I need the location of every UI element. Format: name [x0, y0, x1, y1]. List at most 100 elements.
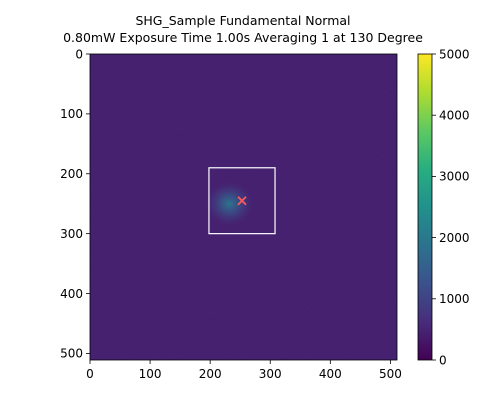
noise-pixel	[148, 324, 150, 326]
noise-pixel	[226, 70, 228, 72]
noise-pixel	[270, 82, 272, 84]
noise-pixel	[121, 354, 123, 356]
noise-pixel	[90, 199, 92, 201]
noise-pixel	[310, 303, 312, 305]
noise-pixel	[332, 309, 334, 311]
noise-pixel	[295, 328, 297, 329]
noise-pixel	[276, 74, 278, 76]
noise-pixel	[290, 211, 292, 213]
noise-pixel	[143, 91, 145, 93]
noise-pixel	[245, 311, 247, 313]
noise-pixel	[184, 346, 186, 348]
noise-pixel	[373, 251, 375, 252]
noise-pixel	[176, 151, 178, 152]
noise-pixel	[269, 267, 271, 269]
noise-pixel	[251, 358, 253, 359]
noise-pixel	[353, 157, 355, 159]
noise-pixel	[163, 79, 165, 81]
noise-pixel	[255, 237, 257, 239]
noise-pixel	[340, 301, 342, 303]
noise-pixel	[372, 148, 374, 150]
noise-pixel	[142, 173, 144, 174]
noise-pixel	[114, 268, 116, 270]
noise-pixel	[333, 245, 335, 247]
noise-pixel	[160, 255, 162, 257]
x-tick-label: 300	[259, 367, 282, 381]
noise-pixel	[90, 72, 92, 74]
noise-pixel	[342, 190, 344, 192]
noise-pixel	[377, 292, 379, 294]
noise-pixel	[331, 270, 333, 271]
noise-pixel	[391, 248, 393, 250]
noise-pixel	[244, 300, 246, 302]
noise-pixel	[251, 296, 253, 298]
noise-pixel	[138, 151, 140, 153]
noise-pixel	[335, 150, 337, 152]
noise-pixel	[381, 223, 383, 225]
noise-pixel	[290, 67, 292, 69]
noise-pixel	[252, 226, 254, 227]
noise-pixel	[243, 272, 245, 274]
noise-pixel	[334, 62, 336, 64]
noise-pixel	[247, 180, 249, 182]
noise-pixel	[232, 344, 234, 346]
noise-pixel	[143, 266, 145, 268]
noise-pixel	[173, 296, 175, 298]
noise-pixel	[121, 91, 123, 93]
noise-pixel	[150, 160, 152, 162]
noise-pixel	[129, 166, 131, 168]
noise-pixel	[361, 266, 363, 268]
noise-pixel	[348, 278, 350, 280]
noise-pixel	[384, 91, 386, 93]
noise-pixel	[380, 277, 382, 279]
noise-pixel	[154, 343, 156, 345]
noise-pixel	[286, 58, 288, 60]
noise-pixel	[213, 221, 215, 222]
noise-pixel	[175, 178, 177, 180]
noise-pixel	[118, 282, 120, 284]
noise-pixel	[126, 220, 128, 222]
noise-pixel	[140, 355, 142, 356]
noise-pixel	[97, 246, 99, 248]
noise-pixel	[223, 89, 225, 91]
noise-pixel	[383, 126, 385, 128]
y-tick-label: 200	[60, 167, 83, 181]
noise-pixel	[366, 79, 368, 80]
noise-pixel	[386, 125, 387, 126]
noise-pixel	[319, 159, 321, 161]
noise-pixel	[347, 89, 349, 91]
noise-pixel	[202, 288, 204, 290]
noise-pixel	[143, 189, 145, 191]
noise-pixel	[382, 152, 384, 153]
noise-pixel	[143, 61, 145, 63]
noise-pixel	[203, 197, 205, 199]
noise-pixel	[90, 137, 92, 139]
noise-pixel	[236, 162, 238, 164]
noise-pixel	[361, 104, 363, 106]
noise-pixel	[122, 140, 124, 142]
noise-pixel	[255, 349, 257, 351]
noise-pixel	[318, 324, 320, 326]
noise-pixel	[320, 160, 322, 162]
noise-pixel	[178, 348, 180, 350]
noise-pixel	[358, 138, 360, 140]
noise-pixel	[382, 280, 384, 282]
noise-pixel	[181, 291, 183, 293]
roi-box	[208, 167, 276, 235]
noise-pixel	[129, 246, 131, 247]
noise-pixel	[384, 306, 386, 308]
noise-pixel	[105, 159, 106, 160]
colorbar-ticks: 0 1000 2000 3000 4000 5000	[432, 47, 470, 367]
noise-pixel	[281, 259, 283, 261]
noise-pixel	[368, 196, 370, 198]
noise-pixel	[165, 159, 167, 161]
noise-pixel	[112, 325, 114, 327]
noise-pixel	[375, 343, 377, 345]
noise-pixel	[143, 97, 144, 99]
noise-pixel	[387, 100, 389, 102]
noise-pixel	[247, 66, 249, 68]
colorbar: 0 1000 2000 3000 4000 5000	[417, 47, 470, 367]
noise-pixel	[293, 175, 295, 177]
noise-pixel	[109, 240, 110, 242]
noise-pixel	[98, 122, 99, 124]
